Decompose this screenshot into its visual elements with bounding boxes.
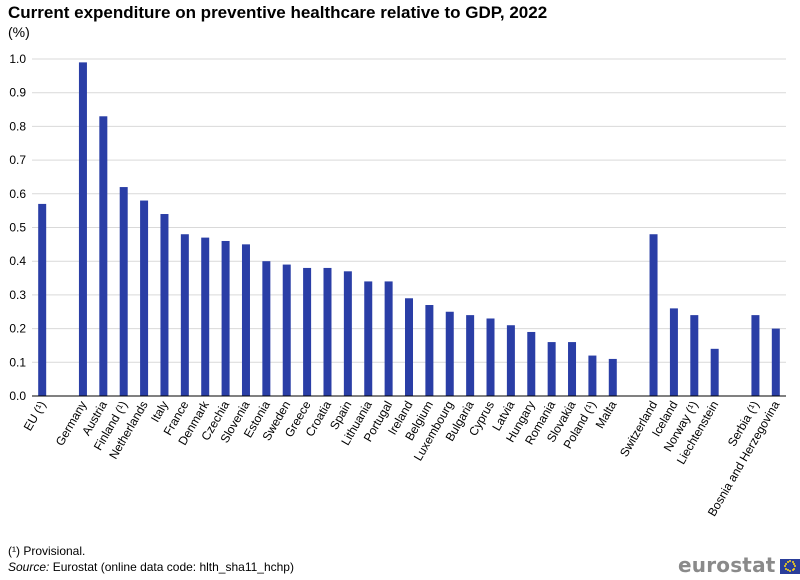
bar: [303, 267, 312, 396]
y-tick-label: 0.6: [9, 187, 26, 201]
bar: [771, 328, 780, 396]
eu-star-icon: [784, 565, 787, 567]
bar: [466, 315, 475, 396]
bar: [751, 315, 760, 396]
eu-star-icon: [784, 567, 787, 570]
bar: [568, 342, 577, 396]
bar: [649, 234, 658, 396]
bar-chart: 0.00.10.20.30.40.50.60.70.80.91.0EU (¹) G…: [9, 52, 786, 519]
y-tick-label: 0.3: [9, 288, 26, 302]
y-tick-label: 0.7: [9, 153, 26, 167]
eu-star-icon: [793, 562, 796, 565]
bar: [547, 342, 556, 396]
bar: [119, 187, 128, 396]
x-tick-label: EU (¹): [21, 399, 49, 434]
eu-star-icon: [793, 567, 796, 570]
eu-star-icon: [791, 560, 794, 563]
bar: [241, 244, 250, 396]
bar: [221, 240, 230, 396]
bar: [527, 331, 536, 396]
footnote: (¹) Provisional.: [8, 544, 86, 558]
eu-star-icon: [786, 560, 789, 563]
bar: [425, 305, 434, 396]
source-text: Eurostat (online data code: hlth_sha11_h…: [49, 560, 294, 574]
bar: [180, 234, 189, 396]
y-tick-label: 1.0: [9, 52, 26, 66]
y-tick-label: 0.8: [9, 119, 26, 133]
y-tick-label: 0.4: [9, 254, 26, 268]
eu-star-icon: [794, 565, 797, 567]
bar: [160, 214, 169, 396]
bar: [140, 200, 149, 396]
eurostat-wordmark: eurostat: [678, 553, 776, 577]
eu-star-icon: [789, 570, 792, 572]
bar: [99, 116, 108, 396]
source-note: Source: Eurostat (online data code: hlth…: [8, 560, 294, 574]
bar: [201, 237, 210, 396]
bar: [506, 325, 515, 396]
y-tick-label: 0.2: [9, 322, 26, 336]
bar: [690, 315, 699, 396]
bar: [78, 62, 87, 397]
bar: [364, 281, 373, 396]
y-tick-label: 0.0: [9, 389, 26, 403]
bar: [282, 264, 291, 396]
y-tick-label: 0.9: [9, 86, 26, 100]
bar: [608, 358, 617, 396]
x-tick-label: Malta: [593, 398, 620, 431]
bar: [343, 271, 352, 396]
bar: [262, 261, 271, 396]
bar: [486, 318, 495, 396]
eu-flag-icon: [779, 558, 800, 574]
eu-star-icon: [791, 569, 794, 572]
eu-star-icon: [789, 560, 792, 562]
bar: [405, 298, 413, 396]
y-tick-label: 0.1: [9, 355, 26, 369]
y-axis-unit: (%): [8, 24, 30, 40]
bar: [323, 267, 332, 396]
y-tick-label: 0.5: [9, 221, 26, 235]
eurostat-logo[interactable]: eurostat: [678, 553, 800, 577]
bar: [588, 355, 597, 396]
bar: [384, 281, 393, 396]
bar: [669, 308, 678, 396]
chart-title: Current expenditure on preventive health…: [8, 3, 548, 22]
bar: [445, 311, 454, 396]
bar: [710, 348, 719, 396]
source-label: Source:: [8, 560, 50, 574]
eu-star-icon: [784, 562, 787, 565]
eu-star-icon: [786, 569, 789, 572]
bar: [38, 203, 47, 396]
